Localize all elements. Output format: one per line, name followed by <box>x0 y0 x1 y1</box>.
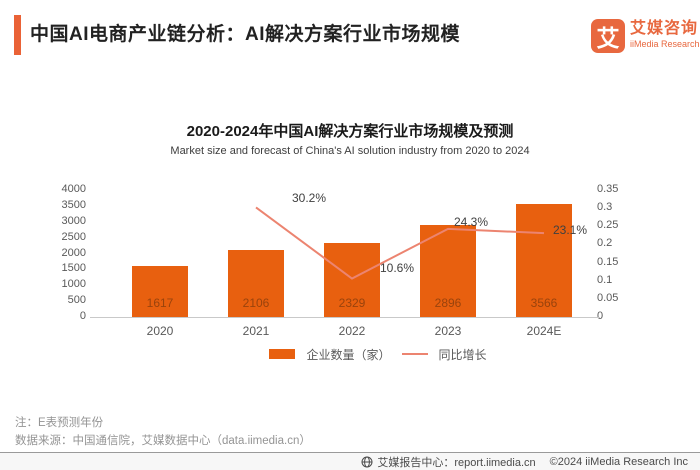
axis-tick-label-right: 0.35 <box>597 183 619 195</box>
x-axis-category-label: 2020 <box>146 324 174 338</box>
bar-value-label: 2106 <box>242 296 270 310</box>
globe-icon <box>361 456 373 467</box>
chart-legend: 企业数量（家） 同比增长 <box>123 346 633 362</box>
note-data-source: 数据来源：中国通信院，艾媒数据中心（data.iimedia.cn） <box>15 435 311 447</box>
axis-tick-label-left: 2000 <box>61 246 86 259</box>
iimedia-logo-icon: 艾 <box>591 19 625 53</box>
bar-value-label: 2329 <box>338 296 366 310</box>
legend-bar-label: 企业数量（家） <box>306 347 391 362</box>
footer-report-link[interactable]: 艾媒报告中心：report.iimedia.cn <box>377 456 536 469</box>
axis-tick-label-left: 4000 <box>61 183 86 195</box>
title-accent-bar <box>14 15 21 55</box>
axis-tick-label-right: 0.2 <box>597 237 613 250</box>
axis-tick-label-left: 2500 <box>61 230 86 243</box>
axis-tick-label-left: 3500 <box>61 198 86 211</box>
legend-line-swatch <box>401 353 428 355</box>
chart-subtitle: Market size and forecast of China's AI s… <box>170 145 530 157</box>
legend-bar-swatch <box>269 349 296 359</box>
x-axis-category-label: 2024E <box>526 324 562 338</box>
growth-value-label: 10.6% <box>380 260 415 275</box>
footer-bar: 艾媒报告中心：report.iimedia.cn ©2024 iiMedia R… <box>0 452 700 470</box>
legend-line-label: 同比增长 <box>438 347 487 362</box>
growth-value-label: 24.3% <box>454 214 489 229</box>
axis-tick-label-right: 0 <box>597 310 604 322</box>
axis-tick-label-right: 0.25 <box>597 219 619 232</box>
chart-plot-area: 0 500 1000 1500 2000 2500 3000 3500 4000 0 0.05 0.1… <box>0 183 700 343</box>
logo-name-cn: 艾媒咨询 <box>630 20 699 37</box>
bar-value-label: 1617 <box>146 296 174 310</box>
iimedia-logo: 艾 艾媒咨询 iiMedia Research <box>591 19 700 53</box>
axis-tick-label-left: 500 <box>67 294 86 307</box>
growth-value-label: 30.2% <box>292 191 327 206</box>
axis-tick-label-right: 0.1 <box>597 273 613 286</box>
chart-title: 2020-2024年中国AI解决方案行业市场规模及预测 <box>186 123 514 140</box>
x-axis-category-label: 2022 <box>338 324 366 338</box>
axis-tick-label-left: 1000 <box>61 278 86 291</box>
x-axis-line <box>90 317 600 318</box>
axis-tick-label-left: 3000 <box>61 214 86 227</box>
axis-tick-label-left: 0 <box>79 310 86 322</box>
bar <box>132 265 188 317</box>
bar-value-label: 3566 <box>530 296 558 310</box>
x-axis-category-label: 2021 <box>242 324 270 338</box>
axis-tick-label-right: 0.15 <box>597 255 619 268</box>
bar-value-label: 2896 <box>434 296 462 310</box>
axis-tick-label-right: 0.3 <box>597 201 613 214</box>
logo-name-en: iiMedia Research <box>630 38 700 49</box>
note-forecast: 注：E表预测年份 <box>15 417 104 429</box>
axis-tick-label-right: 0.05 <box>597 291 619 304</box>
x-axis-category-label: 2023 <box>434 324 462 338</box>
page-title: 中国AI电商产业链分析：AI解决方案行业市场规模 <box>30 24 461 45</box>
growth-value-label: 23.1% <box>553 223 588 238</box>
footer-copyright: ©2024 iiMedia Research Inc <box>549 455 688 468</box>
axis-tick-label-left: 1500 <box>61 262 86 275</box>
